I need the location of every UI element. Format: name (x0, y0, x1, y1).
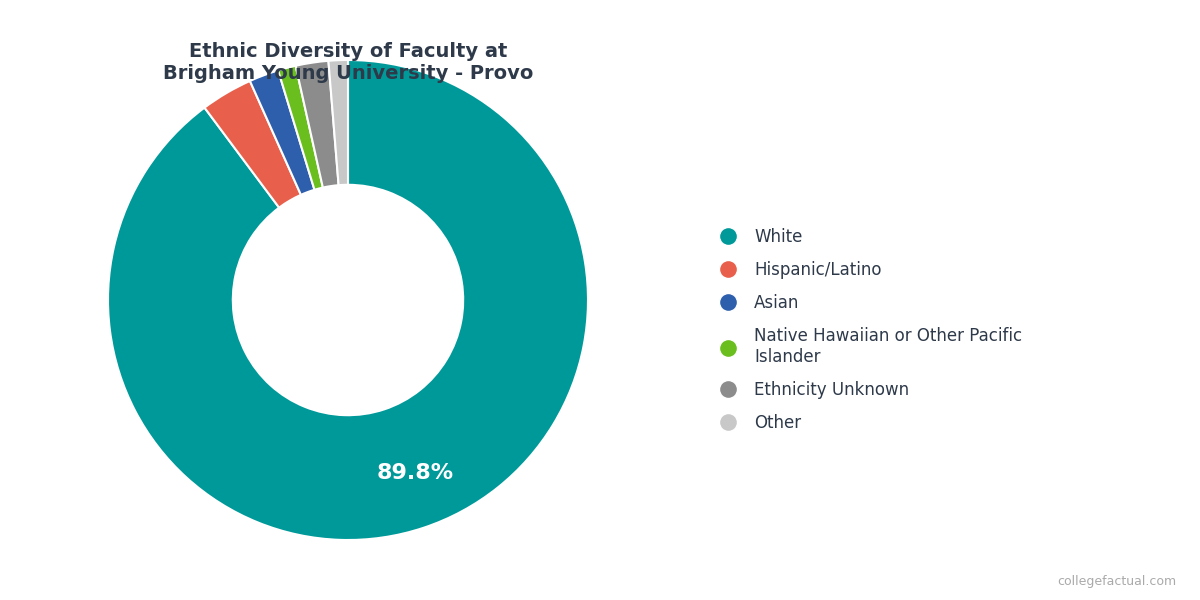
Wedge shape (278, 66, 323, 190)
Wedge shape (295, 61, 338, 188)
Text: collegefactual.com: collegefactual.com (1057, 575, 1176, 588)
Text: 89.8%: 89.8% (377, 463, 454, 483)
Wedge shape (204, 81, 301, 208)
Text: Ethnic Diversity of Faculty at
Brigham Young University - Provo: Ethnic Diversity of Faculty at Brigham Y… (163, 42, 533, 83)
Legend: White, Hispanic/Latino, Asian, Native Hawaiian or Other Pacific
Islander, Ethnic: White, Hispanic/Latino, Asian, Native Ha… (704, 221, 1030, 439)
Wedge shape (329, 60, 348, 185)
Wedge shape (250, 70, 314, 195)
Wedge shape (108, 60, 588, 540)
